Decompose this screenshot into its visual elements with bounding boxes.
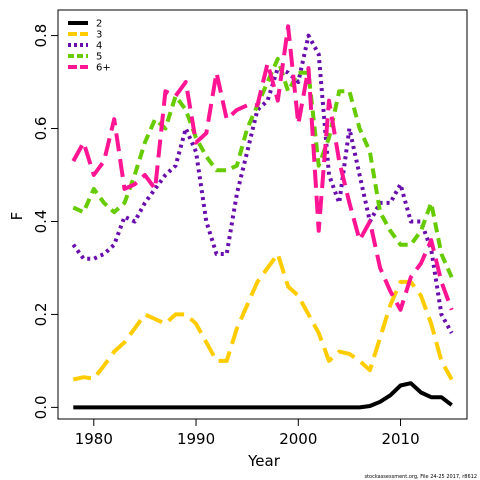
x-tick-label: 2010	[381, 430, 419, 448]
legend-label: 2	[96, 19, 102, 30]
y-axis: 0.0 0.2 0.4 0.6 0.8	[32, 24, 58, 419]
y-tick-label: 0.4	[32, 210, 50, 234]
y-tick-label: 0.6	[32, 117, 50, 141]
x-tick-label: 2000	[279, 430, 317, 448]
x-tick-label: 1990	[177, 430, 215, 448]
y-axis-title: F	[8, 212, 26, 221]
plot-frame	[57, 9, 468, 420]
x-axis-title: Year	[247, 452, 281, 470]
x-axis: 1980 1990 2000 2010	[75, 419, 420, 448]
series-line-6plus	[71, 24, 454, 312]
series-line-5	[72, 56, 454, 279]
series-line-2	[73, 381, 453, 410]
series-line-3	[72, 252, 454, 382]
y-tick-label: 0.8	[32, 24, 50, 48]
legend-label: 6+	[96, 63, 111, 74]
legend-label: 3	[96, 30, 102, 41]
series-line-4	[71, 33, 454, 334]
x-tick-label: 1980	[75, 430, 113, 448]
y-tick-label: 0.2	[32, 302, 50, 326]
legend-label: 5	[96, 52, 102, 63]
y-tick-label: 0.0	[32, 395, 50, 419]
legend-label: 4	[96, 41, 102, 52]
caption: stockassessment.org, File 24-25 2017, r8…	[364, 474, 477, 480]
plot-area	[71, 24, 454, 410]
